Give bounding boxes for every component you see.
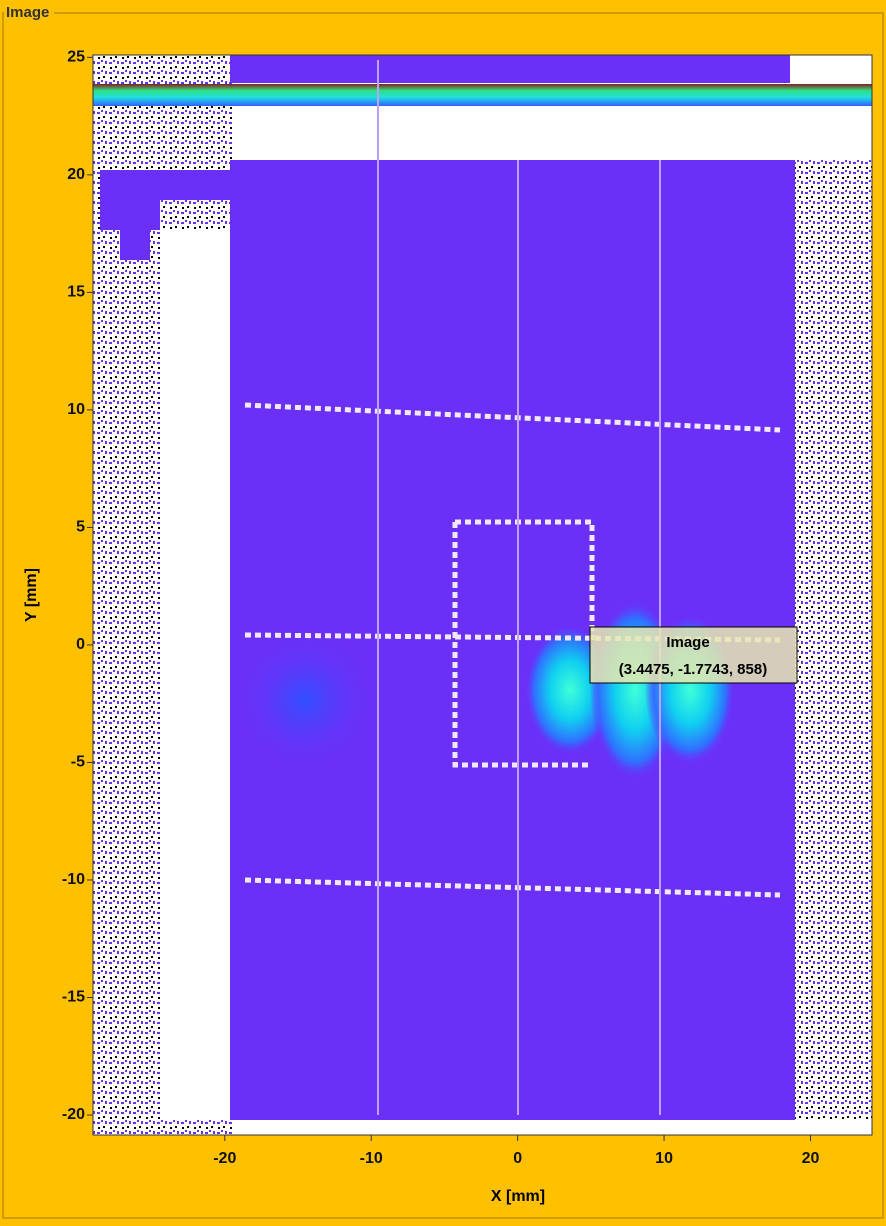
x-tick-label: -20 <box>213 1150 236 1167</box>
tooltip: Image (3.4475, -1.7743, 858) <box>589 626 798 684</box>
panel-border <box>2 12 884 1219</box>
x-tick-label: 10 <box>655 1150 673 1167</box>
plot-frame <box>92 54 873 1136</box>
panel-title-bg <box>4 4 54 22</box>
tooltip-text: (3.4475, -1.7743, 858) <box>619 661 767 678</box>
y-tick-label: 25 <box>67 49 85 66</box>
y-tick-label: 5 <box>76 519 85 536</box>
x-axis-label: X [mm] <box>491 1188 545 1205</box>
x-tick-label: 20 <box>802 1150 820 1167</box>
y-tick-label: -10 <box>62 871 85 888</box>
y-axis-label: Y [mm] <box>23 568 40 622</box>
tooltip-title: Image <box>666 634 709 651</box>
panel-title: Image <box>6 4 49 21</box>
y-tick-label: 20 <box>67 166 85 183</box>
y-tick-label: -15 <box>62 989 85 1006</box>
y-tick-label: -5 <box>71 754 85 771</box>
y-tick-label: 15 <box>67 284 85 301</box>
y-tick-label: 0 <box>76 636 85 653</box>
image-area <box>93 55 872 1135</box>
tooltip-box <box>589 626 798 684</box>
x-tick-label: 0 <box>513 1150 522 1167</box>
y-tick-label: -20 <box>62 1106 85 1123</box>
x-tick-label: -10 <box>360 1150 383 1167</box>
y-tick-label: 10 <box>67 401 85 418</box>
